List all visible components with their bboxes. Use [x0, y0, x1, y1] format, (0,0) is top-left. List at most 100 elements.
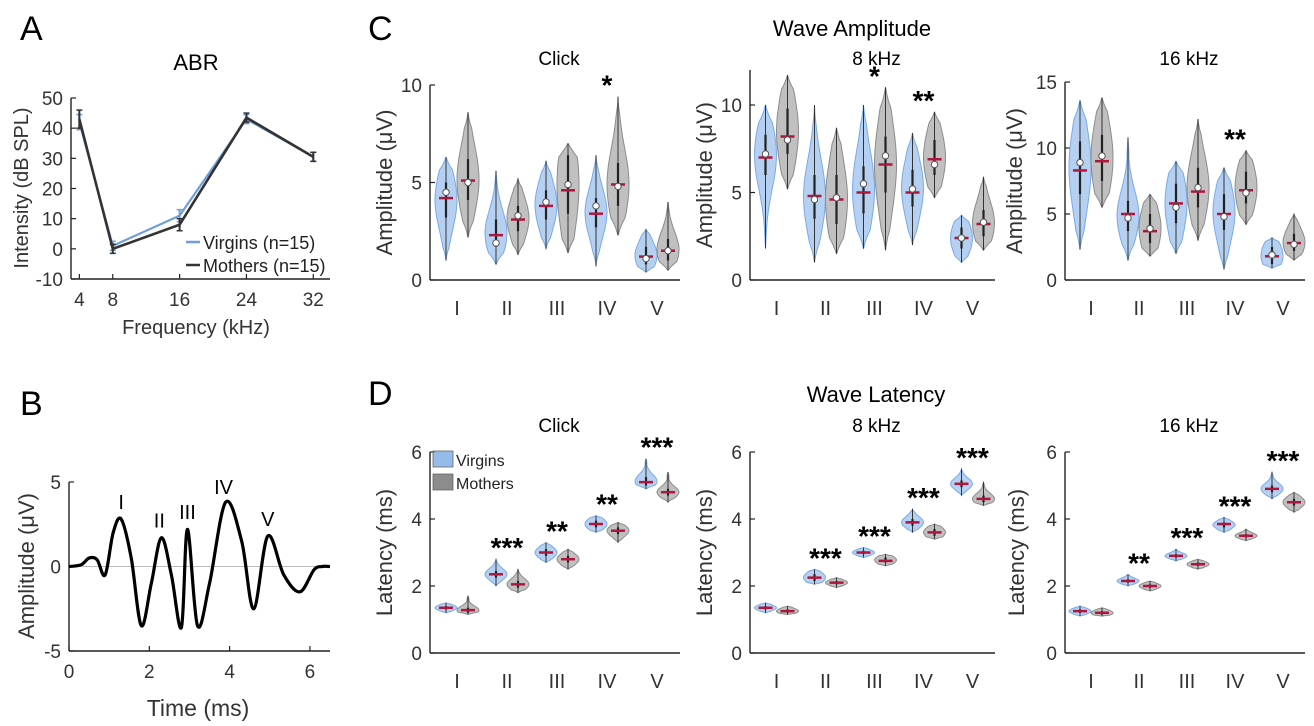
lat-1-category-label: III: [549, 671, 566, 693]
amp-2-title: 8 kHz: [852, 49, 901, 70]
amp-3-mean-mothers: [1098, 152, 1106, 160]
amp-1-mean-mothers: [564, 180, 572, 189]
lat-1-significance: **: [546, 515, 568, 546]
amp-1-category-label: II: [501, 298, 512, 320]
trace-wave-label: IV: [214, 477, 234, 499]
amp-2-mean-virgins: [957, 234, 966, 242]
lat-2-y-tick-label: 0: [731, 644, 742, 665]
lat-2-y-tick-label: 2: [731, 577, 742, 598]
abr-y-tick-label: 10: [42, 210, 63, 231]
amp-2-mean-virgins: [810, 195, 819, 204]
lat-3-significance: **: [1128, 547, 1150, 578]
amp-1-mean-mothers: [664, 247, 672, 255]
amp-2-y-tick-label: 10: [721, 96, 742, 117]
lat-2-title: 8 kHz: [852, 416, 901, 437]
lat-1-significance: ***: [641, 432, 674, 463]
amp-3-mean-virgins: [1220, 212, 1228, 221]
amp-2-mean-mothers: [832, 194, 841, 202]
amp-1-category-label: IV: [598, 298, 618, 320]
panel-letter-b: B: [20, 385, 43, 423]
amp-1-significance: *: [602, 70, 613, 101]
abr-x-tick-label: 8: [107, 290, 118, 311]
panel-letter-d: D: [368, 375, 393, 413]
lat-2-category-label: IV: [914, 671, 934, 693]
amp-3-mean-virgins: [1268, 251, 1276, 259]
lat-1-title: Click: [538, 416, 580, 437]
lat-3-category-label: IV: [1226, 671, 1246, 693]
abr-y-label: Intensity (dB SPL): [11, 107, 33, 268]
lat-2-y-label: Latency (ms): [692, 489, 717, 616]
amp-2-significance: **: [913, 85, 935, 116]
lat-3-y-tick-label: 4: [1046, 510, 1057, 531]
amp-3-mean-virgins: [1124, 214, 1132, 222]
amp-3-mean-virgins: [1172, 203, 1180, 212]
amp-1-y-tick-label: 0: [411, 271, 422, 292]
amp-3-mean-virgins: [1076, 158, 1084, 167]
amp-3-significance: **: [1224, 124, 1246, 155]
trace-y-tick-label: 0: [50, 558, 61, 579]
abr-series-line: [78, 115, 314, 251]
lat-3-y-tick-label: 0: [1046, 644, 1057, 665]
abr-y-tick-label: -10: [36, 270, 63, 291]
wave-latency-title: Wave Latency: [807, 382, 946, 407]
panel-letter-a: A: [20, 10, 43, 48]
amp-2-mean-mothers: [783, 136, 792, 144]
lat-1-legend-label: Virgins: [456, 453, 505, 470]
amp-3-category-label: II: [1133, 298, 1144, 320]
lat-3-significance: ***: [1171, 522, 1204, 553]
amp-1-mean-virgins: [492, 239, 500, 247]
amp-2-mean-virgins: [908, 185, 917, 193]
lat-2-y-tick-label: 6: [731, 443, 742, 464]
amp-2-y-tick-label: 5: [731, 184, 742, 205]
lat-2-category-label: V: [966, 671, 980, 693]
trace-wave-label: V: [261, 509, 275, 531]
abr-x-tick-label: 24: [236, 290, 258, 311]
trace-x-tick-label: 0: [64, 662, 75, 683]
lat-2-significance: ***: [956, 442, 989, 473]
amp-3-mean-mothers: [1242, 189, 1250, 197]
lat-1-category-label: V: [650, 671, 664, 693]
amp-1-y-tick-label: 5: [411, 174, 422, 195]
lat-2-category-label: II: [820, 671, 831, 693]
lat-1-y-tick-label: 4: [411, 510, 422, 531]
abr-y-tick-label: 50: [42, 89, 63, 110]
amp-2-category-label: V: [966, 298, 980, 320]
amp-1-category-label: I: [454, 298, 460, 320]
lat-3-y-tick-label: 6: [1046, 443, 1057, 464]
amp-1-mean-virgins: [642, 254, 650, 263]
amp-1-mean-mothers: [464, 178, 472, 187]
panel-letter-c: C: [368, 10, 393, 48]
lat-3-category-label: V: [1276, 671, 1290, 693]
lat-1-significance: **: [596, 489, 618, 520]
trace-x-label: Time (ms): [147, 695, 250, 721]
lat-2-category-label: I: [774, 671, 780, 693]
abr-y-tick-label: 30: [42, 149, 63, 170]
lat-2-significance: ***: [809, 542, 842, 573]
lat-3-significance: ***: [1267, 445, 1300, 476]
lat-3-significance: ***: [1219, 490, 1252, 521]
amp-3-y-tick-label: 0: [1046, 271, 1057, 292]
amp-1-mean-virgins: [542, 198, 550, 206]
amp-3-title: 16 kHz: [1159, 49, 1218, 70]
trace-y-label: Amplitude (μV): [14, 493, 39, 639]
lat-2-y-tick-label: 4: [731, 510, 742, 531]
abr-legend-label: Mothers (n=15): [203, 256, 326, 276]
amp-1-category-label: V: [650, 298, 664, 320]
trace-y-tick-label: 5: [50, 473, 61, 494]
amp-3-category-label: III: [1179, 298, 1196, 320]
amp-3-mean-mothers: [1290, 240, 1298, 249]
abr-panel: -10 0 10 20 30 40 50 4 8 16 24 32 ABR Frequency (kHz)…: [11, 50, 330, 339]
lat-3-category-label: II: [1133, 671, 1144, 693]
lat-3-category-label: I: [1088, 671, 1094, 693]
trace-waveform: [68, 499, 331, 630]
trace-x-tick-label: 2: [144, 662, 155, 683]
amp-1-title: Click: [538, 49, 580, 70]
abr-title: ABR: [173, 50, 218, 75]
amp-3-y-tick-label: 5: [1046, 205, 1057, 226]
lat-1-y-tick-label: 6: [411, 443, 422, 464]
